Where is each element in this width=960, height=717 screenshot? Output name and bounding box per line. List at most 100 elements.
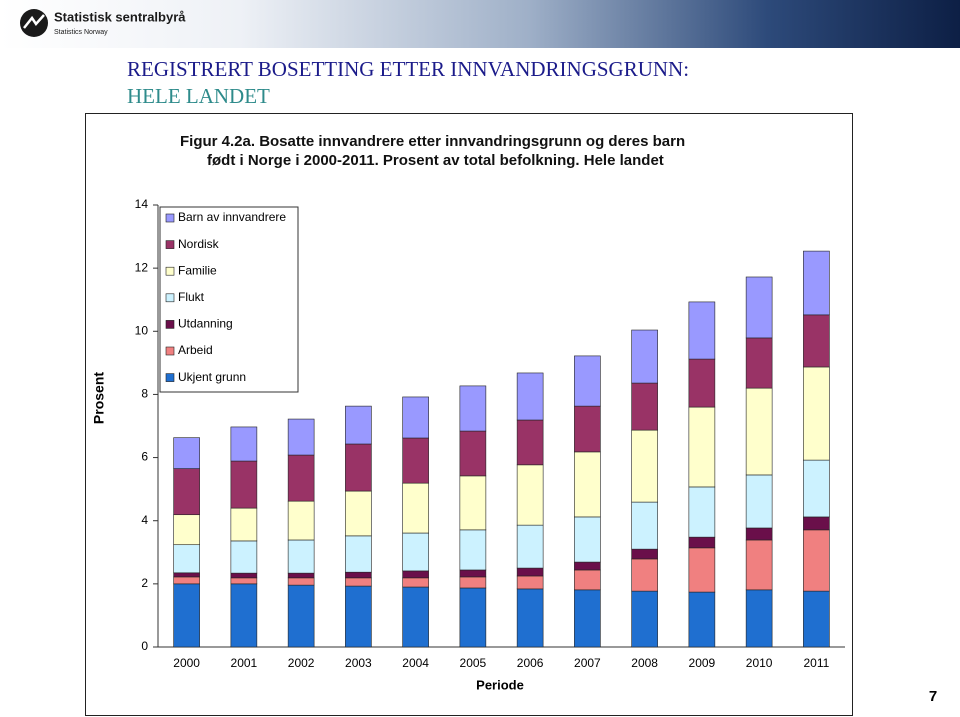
bar-segment bbox=[516, 567, 544, 577]
bar-segment bbox=[688, 406, 716, 488]
x-tick-label: 2011 bbox=[803, 656, 829, 670]
legend-label: Ukjent grunn bbox=[178, 370, 246, 384]
bar-segment bbox=[688, 358, 716, 408]
bar-segment bbox=[459, 385, 487, 432]
legend-box bbox=[159, 206, 299, 393]
bar-segment bbox=[631, 429, 658, 503]
x-tick-label: 2005 bbox=[460, 656, 487, 670]
bar-segment bbox=[345, 405, 372, 445]
bar-segment bbox=[345, 577, 372, 587]
bar-segment bbox=[516, 372, 544, 421]
bar-segment bbox=[402, 532, 429, 572]
logo-mark bbox=[23, 14, 45, 29]
y-tick-label: 10 bbox=[135, 323, 149, 337]
bar-segment bbox=[287, 584, 315, 648]
logo-sub: Statistics Norway bbox=[54, 29, 108, 36]
bar-segment bbox=[459, 430, 487, 477]
bar-segment bbox=[459, 587, 487, 648]
bar-segment bbox=[688, 301, 716, 360]
chart-title: Figur 4.2a. Bosatte innvandrere etter in… bbox=[180, 133, 685, 150]
y-tick-label: 4 bbox=[141, 513, 148, 527]
bar-segment bbox=[688, 536, 716, 549]
bar-segment bbox=[345, 571, 372, 579]
bar-segment bbox=[345, 490, 372, 537]
bar-segment bbox=[516, 588, 544, 648]
y-tick-label: 2 bbox=[141, 576, 148, 590]
bar-segment bbox=[230, 460, 258, 509]
x-tick-label: 2007 bbox=[574, 656, 601, 670]
bar-segment bbox=[345, 585, 372, 648]
bar-segment bbox=[631, 548, 658, 560]
bar-segment bbox=[402, 482, 429, 534]
x-axis-label: Periode bbox=[476, 677, 524, 692]
bar-segment bbox=[631, 382, 658, 431]
bar-segment bbox=[745, 474, 773, 529]
bar-segment bbox=[688, 486, 716, 538]
bar-segment bbox=[287, 454, 315, 502]
bar-segment bbox=[574, 405, 601, 453]
bar-segment bbox=[230, 572, 258, 579]
y-tick-label: 8 bbox=[141, 387, 148, 401]
bar-segment bbox=[402, 586, 429, 648]
heading: HELE LANDET bbox=[127, 84, 270, 108]
legend-label: Barn av innvandrere bbox=[178, 210, 286, 224]
x-tick-label: 2006 bbox=[517, 656, 544, 670]
bar-segment bbox=[631, 590, 658, 648]
bar-segment bbox=[402, 570, 429, 579]
heading: REGISTRERT BOSETTING ETTER INNVANDRINGSG… bbox=[127, 57, 689, 81]
bar-segment bbox=[745, 539, 773, 591]
legend-swatch bbox=[165, 266, 175, 276]
y-tick-label: 0 bbox=[141, 639, 148, 653]
bar-segment bbox=[688, 591, 716, 648]
bar-segment bbox=[173, 576, 200, 585]
bar-segment bbox=[574, 516, 601, 563]
bar-segment bbox=[803, 590, 830, 648]
bar-segment bbox=[516, 575, 544, 590]
bar-segment bbox=[230, 426, 258, 462]
bar-segment bbox=[402, 577, 429, 588]
bar-segment bbox=[173, 583, 200, 648]
legend-swatch bbox=[165, 240, 175, 249]
bar-segment bbox=[287, 539, 315, 574]
bar-segment bbox=[745, 276, 773, 339]
header-band bbox=[0, 0, 960, 48]
x-tick-label: 2009 bbox=[689, 656, 716, 670]
y-tick-label: 12 bbox=[135, 260, 149, 274]
bar-segment bbox=[803, 314, 830, 368]
bar-segment bbox=[345, 535, 372, 573]
bar-segment bbox=[459, 529, 487, 571]
bar-segment bbox=[574, 451, 601, 518]
bar-segment bbox=[402, 437, 429, 484]
bar-segment bbox=[173, 514, 200, 546]
bar-segment bbox=[459, 576, 487, 589]
y-tick-label: 14 bbox=[135, 197, 149, 211]
x-tick-label: 2000 bbox=[173, 656, 200, 670]
y-axis-label: Prosent bbox=[91, 372, 107, 424]
legend-label: Arbeid bbox=[178, 343, 213, 357]
x-tick-label: 2010 bbox=[746, 656, 773, 670]
bar-segment bbox=[803, 459, 830, 518]
x-tick-label: 2004 bbox=[402, 656, 429, 670]
bar-segment bbox=[459, 569, 487, 578]
legend-label: Flukt bbox=[178, 290, 205, 304]
bar-segment bbox=[345, 443, 372, 492]
y-tick-label: 6 bbox=[141, 450, 148, 464]
bar-segment bbox=[173, 572, 200, 578]
bar-segment bbox=[230, 507, 258, 542]
bar-segment bbox=[516, 524, 544, 569]
bar-segment bbox=[173, 437, 200, 469]
logo-name: Statistisk sentralbyrå bbox=[54, 9, 186, 24]
bar-segment bbox=[745, 387, 773, 476]
bar-segment bbox=[173, 468, 200, 516]
bar-segment bbox=[230, 577, 258, 585]
bar-segment bbox=[803, 366, 830, 461]
bar-segment bbox=[745, 337, 773, 389]
bar-segment bbox=[287, 418, 315, 456]
bar-segment bbox=[574, 355, 601, 407]
x-tick-label: 2003 bbox=[345, 656, 372, 670]
legend-label: Nordisk bbox=[178, 237, 220, 251]
bar-segment bbox=[516, 419, 544, 466]
legend-swatch bbox=[165, 320, 175, 329]
bar-segment bbox=[803, 516, 830, 531]
